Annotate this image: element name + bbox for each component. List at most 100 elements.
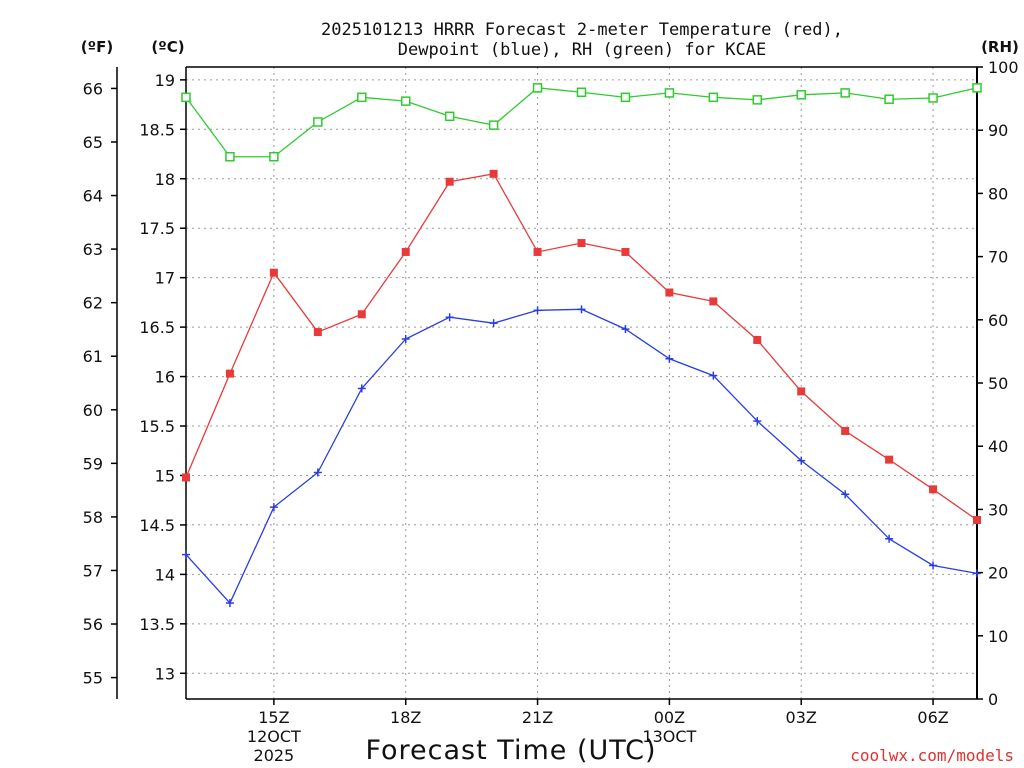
time-tick-label: 03Z	[786, 708, 817, 727]
fahrenheit-tick-label: 62	[83, 294, 103, 313]
temperature-point	[357, 310, 366, 319]
rh-line	[185, 87, 978, 158]
celsius-tick-label: 13.5	[139, 615, 175, 634]
chart-title-line2: Dewpoint (blue), RH (green) for KCAE	[398, 40, 766, 60]
chart-title-line1: 2025101213 HRRR Forecast 2-meter Tempera…	[321, 20, 843, 40]
fahrenheit-tick-label: 55	[83, 669, 103, 688]
time-tick-date: 12OCT	[247, 727, 301, 746]
fahrenheit-axis: 55 56 57 58 59 60 61 62 63 64 65 66	[83, 79, 117, 688]
temperature-point	[269, 268, 278, 277]
celsius-tick-label: 15	[155, 466, 175, 485]
temperature-point	[621, 247, 630, 256]
temperature-point	[973, 515, 981, 524]
rh-point	[708, 92, 719, 103]
celsius-tick-label: 18	[155, 170, 175, 189]
celsius-tick-label: 14	[155, 565, 175, 584]
celsius-tick-label: 18.5	[139, 120, 175, 139]
temperature-point	[533, 247, 542, 256]
dewpoint-point	[269, 503, 278, 512]
axes	[116, 66, 978, 700]
rh-point	[313, 117, 323, 127]
celsius-unit-label: (ºC)	[151, 38, 184, 56]
rh-tick-label: 80	[988, 184, 1008, 203]
rh-point	[357, 92, 367, 103]
celsius-tick-label: 19	[155, 71, 175, 90]
temperature-point	[753, 335, 762, 344]
temperature-point	[225, 369, 234, 378]
celsius-axis: 13 13.5 14 14.5 15 15.5 16 16.5 17 17.5 18 18.5 19	[139, 71, 186, 683]
rh-tick-label: 50	[988, 374, 1008, 393]
dewpoint-point	[885, 534, 894, 543]
celsius-tick-label: 16.5	[139, 318, 175, 337]
rh-series	[181, 83, 982, 162]
rh-tick-label: 0	[988, 690, 998, 709]
rh-point	[444, 111, 455, 122]
dewpoint-point	[841, 490, 850, 499]
rh-point	[269, 151, 279, 162]
dewpoint-point	[973, 569, 981, 578]
rh-point	[884, 94, 894, 104]
rh-point	[840, 88, 850, 98]
time-tick-year: 2025	[254, 746, 295, 765]
rh-tick-label: 40	[988, 437, 1008, 456]
dewpoint-point	[577, 305, 586, 314]
watermark: coolwx.com/models	[850, 746, 1014, 765]
fahrenheit-tick-label: 63	[83, 240, 103, 259]
temperature-point	[709, 297, 718, 306]
temperature-point	[313, 328, 322, 337]
fahrenheit-tick-label: 66	[83, 79, 103, 98]
celsius-tick-label: 17	[155, 269, 175, 288]
x-axis-label: Forecast Time (UTC)	[365, 735, 656, 766]
fahrenheit-tick-label: 65	[83, 133, 103, 152]
rh-tick-label: 60	[988, 311, 1008, 330]
fahrenheit-tick-label: 64	[83, 187, 103, 206]
rh-tick-label: 100	[988, 58, 1019, 77]
rh-point	[181, 92, 191, 103]
fahrenheit-unit-label: (ºF)	[81, 38, 113, 56]
time-tick-label: 06Z	[917, 708, 948, 727]
rh-unit-label: (RH)	[981, 38, 1019, 56]
temperature-point	[577, 239, 586, 248]
dewpoint-point	[797, 456, 806, 465]
rh-point	[225, 151, 235, 162]
dewpoint-point	[357, 384, 366, 393]
fahrenheit-tick-label: 57	[83, 561, 103, 580]
fahrenheit-tick-label: 56	[83, 615, 103, 634]
data-series	[181, 83, 982, 608]
temperature-series	[182, 169, 981, 524]
fahrenheit-tick-label: 58	[83, 508, 103, 527]
dewpoint-point	[533, 306, 542, 315]
fahrenheit-tick-label: 60	[83, 401, 103, 420]
celsius-tick-label: 15.5	[139, 417, 175, 436]
rh-point	[972, 83, 982, 93]
rh-tick-label: 90	[988, 121, 1008, 140]
celsius-tick-label: 17.5	[139, 219, 175, 238]
rh-point	[928, 93, 938, 103]
rh-point	[400, 96, 411, 106]
time-tick-label: 15Z	[258, 708, 289, 727]
dewpoint-point	[489, 319, 498, 328]
time-tick-label: 21Z	[522, 708, 553, 727]
time-tick-label: 00Z	[654, 708, 685, 727]
fahrenheit-tick-label: 61	[83, 347, 103, 366]
dewpoint-point	[182, 550, 190, 559]
dewpoint-line	[185, 308, 978, 605]
fahrenheit-tick-label: 59	[83, 454, 103, 473]
dewpoint-point	[225, 599, 234, 608]
celsius-tick-label: 14.5	[139, 516, 175, 535]
temperature-point	[841, 426, 850, 435]
rh-point	[752, 95, 763, 105]
rh-axis: 0 10 20 30 40 50 60 70 80 90 100	[977, 58, 1019, 709]
rh-point	[620, 92, 631, 103]
time-tick-label: 18Z	[390, 708, 421, 727]
temperature-point	[182, 473, 190, 482]
celsius-tick-label: 13	[155, 664, 175, 683]
temperature-line	[185, 173, 978, 521]
rh-tick-label: 10	[988, 627, 1008, 646]
rh-point	[488, 120, 499, 130]
dewpoint-series	[182, 305, 981, 608]
dewpoint-point	[753, 417, 762, 426]
grid-lines	[186, 67, 977, 699]
